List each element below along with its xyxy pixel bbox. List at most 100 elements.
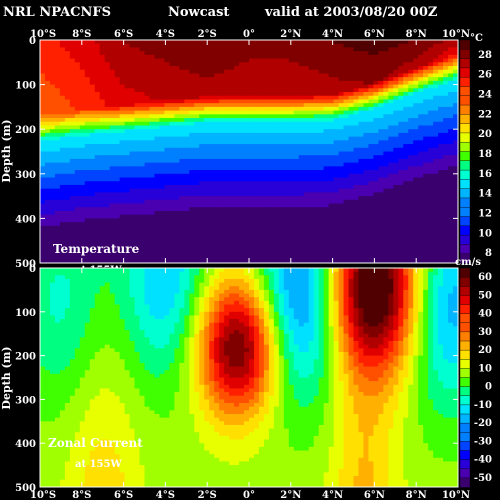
temperature-cell xyxy=(363,158,370,164)
temperature-cell xyxy=(104,225,111,231)
temperature-cell xyxy=(288,248,295,253)
temperature-cell xyxy=(199,166,205,171)
temperature-cell xyxy=(59,210,66,216)
temperature-cell xyxy=(94,236,101,242)
temperature-cell xyxy=(313,140,320,145)
temperature-cell xyxy=(408,229,414,234)
temperature-cell xyxy=(408,66,414,71)
temperature-cell xyxy=(204,248,210,253)
temperature-cell xyxy=(423,58,429,63)
temperature-cell xyxy=(363,99,370,104)
temperature-cell xyxy=(244,166,250,171)
temperature-cell xyxy=(164,114,170,119)
temperature-cell xyxy=(184,110,190,115)
temperature-cell xyxy=(298,58,305,63)
temperature-cell xyxy=(134,151,141,156)
temperature-cell xyxy=(40,240,46,246)
temperature-cell xyxy=(418,43,424,49)
temperature-cell xyxy=(124,181,131,186)
temperature-cell xyxy=(49,196,56,201)
temperature-cell xyxy=(189,177,195,182)
temperature-cell xyxy=(363,103,370,108)
temperature-cell xyxy=(154,129,161,134)
temperature-cell xyxy=(288,196,295,201)
temperature-cell xyxy=(333,251,340,257)
temperature-cell xyxy=(398,136,404,141)
temperature-cell xyxy=(214,144,220,149)
temperature-cell xyxy=(44,114,51,119)
temperature-cell xyxy=(348,222,355,227)
temperature-cell xyxy=(383,103,389,108)
temperature-cell xyxy=(333,181,340,186)
temperature-cell xyxy=(204,166,210,171)
temperature-cell xyxy=(448,73,454,78)
temperature-cell xyxy=(378,125,384,130)
temperature-cell xyxy=(408,218,414,223)
temperature-cell xyxy=(59,95,66,101)
temperature-cell xyxy=(293,62,300,67)
temperature-cell xyxy=(338,210,345,216)
temperature-cell xyxy=(74,225,81,231)
temperature-cell xyxy=(114,196,121,201)
temperature-cell xyxy=(433,88,439,93)
temperature-cell xyxy=(139,203,146,208)
temperature-cell xyxy=(144,140,151,145)
temperature-cell xyxy=(343,170,350,175)
temperature-cell xyxy=(253,43,260,49)
temperature-cell xyxy=(433,47,439,52)
temperature-cell xyxy=(353,210,360,216)
temperature-cell xyxy=(288,88,295,93)
temperature-cell xyxy=(184,214,190,219)
temperature-cell xyxy=(268,144,275,149)
temperature-cell xyxy=(413,236,419,242)
temperature-cell xyxy=(159,188,166,193)
temperature-cell xyxy=(383,251,389,257)
temperature-cell xyxy=(333,199,340,205)
temperature-cell xyxy=(204,51,210,56)
temperature-cell xyxy=(79,166,86,171)
temperature-cell xyxy=(199,77,205,82)
temperature-cell xyxy=(368,80,375,86)
temperature-cell xyxy=(253,225,260,231)
temperature-cell xyxy=(303,173,310,179)
temperature-cell xyxy=(239,244,245,249)
temperature-cell xyxy=(74,177,81,182)
temperature-cell xyxy=(40,151,46,156)
temperature-cell xyxy=(154,248,161,253)
temperature-cell xyxy=(453,69,458,75)
temperature-cell xyxy=(139,244,146,249)
temperature-cell xyxy=(313,181,320,186)
temperature-cell xyxy=(318,229,325,234)
temperature-cell xyxy=(313,255,320,260)
temperature-cell xyxy=(54,151,61,156)
temperature-cell xyxy=(234,62,240,67)
temperature-cell xyxy=(303,77,310,82)
temperature-cell xyxy=(388,240,394,246)
temperature-cell xyxy=(154,136,161,141)
temperature-cell xyxy=(263,233,270,238)
temperature-cell xyxy=(348,99,355,104)
temperature-cell xyxy=(104,173,111,179)
temperature-cell xyxy=(378,199,384,205)
temperature-cell xyxy=(89,240,96,246)
temperature-cell xyxy=(303,62,310,67)
temperature-cell xyxy=(438,233,444,238)
temperature-cell xyxy=(249,244,255,249)
temperature-cell xyxy=(84,129,91,134)
temperature-cell xyxy=(298,196,305,201)
temperature-cell xyxy=(318,248,325,253)
temperature-cell xyxy=(44,140,51,145)
temperature-cell xyxy=(358,40,365,45)
temperature-cell xyxy=(54,218,61,223)
temperature-cell xyxy=(149,110,156,115)
temperature-cell xyxy=(378,99,384,104)
temperature-cell xyxy=(368,214,375,219)
temperature-cell xyxy=(348,244,355,249)
temperature-cell xyxy=(104,255,111,260)
temperature-cell xyxy=(273,181,280,186)
temperature-cell xyxy=(119,62,126,67)
temperature-cell xyxy=(453,140,458,145)
temperature-cell xyxy=(358,47,365,52)
temperature-cell xyxy=(239,225,245,231)
temperature-cell xyxy=(229,233,235,238)
